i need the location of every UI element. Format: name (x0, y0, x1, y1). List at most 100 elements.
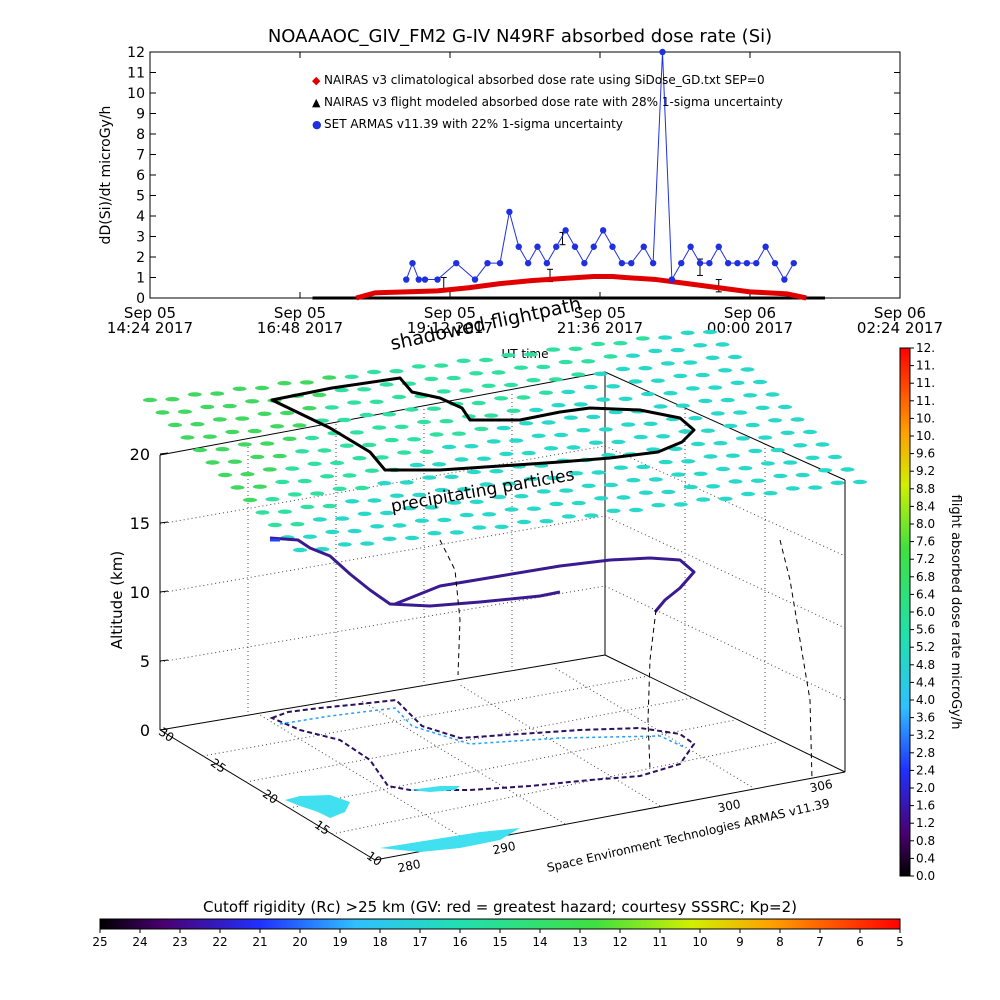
y-tick-label: 8 (136, 127, 145, 143)
particle-marker (165, 397, 180, 402)
particle-marker (190, 422, 205, 427)
particle-marker (339, 443, 354, 448)
particle-marker (621, 422, 636, 427)
colorbar-ticks: 0.0 0.4 0.8 1.2 1.6 2.0 2.4 2.8 3.2 3.6 4.0 4.4 4.8 5… (910, 341, 935, 883)
particle-marker (275, 479, 290, 485)
altitude-tick-mark (159, 590, 169, 593)
particle-marker (616, 495, 631, 500)
y-tick-label: 7 (136, 148, 145, 164)
particle-marker (320, 474, 335, 479)
particle-marker (538, 390, 553, 395)
particle-marker (454, 457, 469, 462)
y-tick-label: 1 (136, 271, 145, 287)
particle-marker (700, 428, 715, 433)
particle-marker (750, 478, 765, 483)
particle-marker (691, 441, 705, 447)
particle-marker (509, 438, 524, 443)
particle-marker (606, 384, 621, 389)
armas-point (415, 276, 422, 283)
altitude-tick-mark (159, 728, 169, 731)
particle-marker (770, 447, 785, 453)
particle-marker (685, 386, 700, 391)
particle-marker (252, 484, 267, 489)
particle-marker (389, 493, 404, 498)
particle-marker (494, 396, 509, 401)
particle-marker (658, 335, 673, 340)
particle-marker (693, 343, 708, 348)
particle-marker (571, 500, 586, 506)
particle-marker (703, 329, 717, 335)
armas-point (453, 259, 460, 267)
rigidity-tick-label: 19 (332, 935, 347, 949)
armas-point (724, 259, 732, 267)
latitude-tick-label: 25 (208, 756, 229, 776)
particle-marker (519, 421, 534, 426)
back-gridlines (159, 392, 846, 843)
particle-marker (302, 534, 317, 539)
particle-marker (467, 469, 481, 475)
particle-marker (683, 484, 698, 490)
particle-marker (524, 476, 539, 482)
particle-marker (783, 460, 798, 465)
particle-marker (703, 454, 718, 459)
particle-marker (738, 466, 753, 471)
particle-marker (397, 450, 412, 455)
particle-marker (586, 414, 601, 420)
particle-marker (818, 468, 833, 473)
particle-marker (479, 357, 493, 363)
particle-marker (168, 422, 182, 428)
armas-point (678, 259, 685, 267)
particle-marker (422, 475, 437, 480)
particle-marker (748, 448, 763, 454)
particle-marker (549, 501, 564, 507)
armas-point (409, 259, 416, 267)
particle-marker (411, 364, 426, 369)
particle-marker (723, 423, 738, 429)
armas-point (706, 259, 713, 267)
rigidity-tick-label: 5 (896, 935, 904, 949)
particle-marker (212, 417, 227, 422)
rigidity-tick-label: 6 (856, 935, 864, 949)
particle-marker (513, 365, 528, 370)
particle-marker (696, 497, 711, 502)
particle-marker (708, 385, 723, 390)
y-tick-label: 0 (136, 291, 145, 307)
particle-marker (514, 494, 529, 499)
y-tick-label: 11 (127, 66, 145, 82)
colorbar-tick-label: 1.6 (916, 799, 935, 813)
particle-marker (310, 491, 325, 496)
particle-marker (853, 479, 867, 485)
colorbar-tick-label: 2.4 (916, 763, 935, 777)
particle-marker (808, 485, 823, 490)
particle-marker (347, 528, 362, 534)
y-tick-label: 3 (136, 230, 145, 246)
particle-marker (222, 403, 237, 409)
rigidity-title: Cutoff rigidity (Rc) >25 km (GV: red = g… (203, 898, 797, 916)
colorbar-tick-label: 11. (916, 394, 935, 408)
x-tick-label-date: Sep 06 (874, 304, 926, 322)
particle-marker (352, 456, 367, 461)
particle-marker (773, 473, 788, 479)
particle-marker (661, 489, 676, 495)
particle-marker (541, 420, 556, 425)
particle-marker (369, 399, 384, 404)
rigidity-tick-label: 25 (92, 935, 107, 949)
particle-marker (322, 503, 337, 509)
armas-point (496, 259, 504, 267)
particle-marker (656, 434, 671, 439)
altitude-tick-label: 5 (140, 652, 150, 671)
particle-marker (243, 497, 257, 503)
particle-marker (526, 378, 541, 383)
particle-marker (628, 379, 643, 384)
colorbar-tick-label: 1.2 (916, 816, 935, 830)
particle-marker (506, 408, 521, 413)
particle-marker (414, 518, 429, 523)
particle-marker (561, 514, 576, 519)
particle-marker (805, 455, 820, 460)
colorbar-tick-label: 6.4 (916, 587, 935, 601)
particle-marker (227, 459, 242, 464)
particle-marker (650, 378, 665, 383)
particle-marker (295, 449, 310, 454)
armas-point (781, 276, 788, 283)
